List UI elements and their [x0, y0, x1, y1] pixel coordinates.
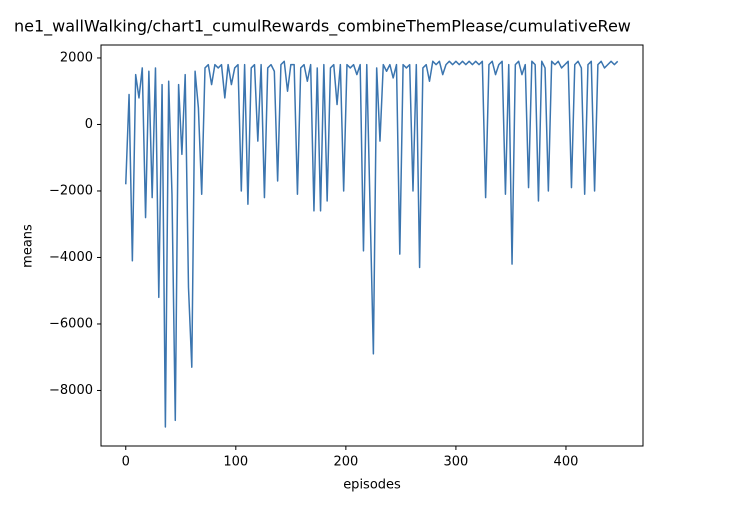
y-tick-label: 2000 — [60, 50, 93, 65]
y-tick-label: −4000 — [49, 250, 93, 265]
y-tick-label: −6000 — [49, 316, 93, 331]
y-tick-label: −8000 — [49, 383, 93, 398]
x-tick-label: 0 — [122, 455, 130, 470]
chart-title: ne1_wallWalking/chart1_cumulRewards_comb… — [14, 17, 631, 37]
x-tick-label: 300 — [443, 455, 468, 470]
data-line — [125, 60, 619, 428]
y-axis-label: means — [21, 224, 36, 268]
x-tick-label: 200 — [333, 455, 358, 470]
x-axis-label: episodes — [343, 478, 401, 493]
x-tick-label: 100 — [223, 455, 248, 470]
y-tick-label: −2000 — [49, 183, 93, 198]
plot-frame — [100, 44, 644, 447]
y-tick-label: 0 — [85, 117, 93, 132]
x-tick-label: 400 — [554, 455, 579, 470]
